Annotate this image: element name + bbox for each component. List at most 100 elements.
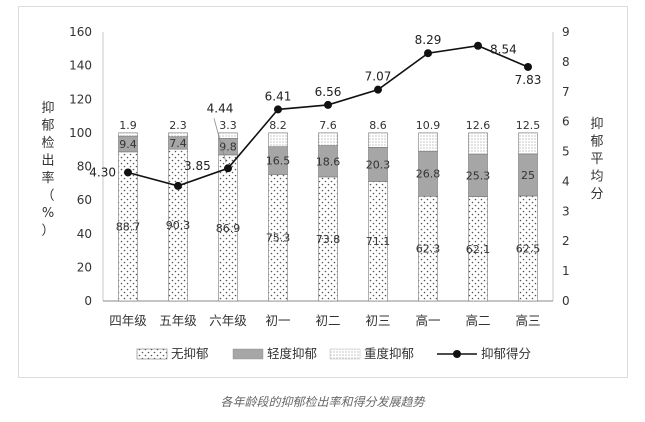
score-label-leader (213, 118, 227, 163)
bar-segment-label: 25 (521, 169, 535, 182)
category-label: 初三 (365, 313, 390, 328)
left-axis-title-char: 率 (41, 170, 54, 186)
legend-swatch-severe (329, 348, 361, 360)
right-tick-label: 4 (562, 174, 570, 188)
bar-segment-label: 75.3 (266, 232, 291, 245)
right-tick-label: 6 (562, 115, 570, 129)
bar-segment-label: 26.8 (416, 168, 441, 181)
right-tick-label: 7 (562, 85, 570, 99)
bar-segment-label: 7.4 (169, 137, 187, 150)
right-tick-label: 1 (562, 264, 570, 278)
category-label: 五年级 (159, 313, 197, 328)
bar-segment-label: 9.8 (219, 141, 237, 154)
bar-segment-label: 1.9 (119, 119, 137, 132)
bar-segment-label: 18.6 (316, 155, 341, 168)
left-tick-label: 60 (77, 193, 92, 207)
bar-segment-label: 2.3 (169, 119, 187, 132)
left-axis-title-char: 抑 (41, 101, 54, 116)
right-tick-label: 0 (562, 294, 570, 308)
right-axis-title-char: 均 (590, 170, 603, 185)
bar-segment (168, 132, 188, 138)
bar-segment-label: 86.9 (216, 222, 241, 235)
bar-segment-label: 9.4 (119, 138, 137, 151)
score-label: 6.56 (315, 85, 342, 99)
category-label: 初一 (265, 313, 290, 328)
score-label: 7.07 (365, 70, 392, 84)
bar-segment-label: 90.3 (166, 219, 191, 232)
right-tick-label: 9 (562, 25, 570, 39)
score-label: 8.54 (490, 43, 517, 57)
category-label: 六年级 (209, 313, 247, 328)
score-label: 6.41 (265, 89, 292, 103)
legend-label-score: 抑郁得分 (481, 346, 531, 361)
right-axis-title-char: 郁 (590, 135, 603, 150)
chart-caption: 各年龄段的抑郁检出率和得分发展趋势 (220, 395, 425, 409)
score-point (124, 168, 132, 177)
bar-segment-label: 88.7 (116, 220, 141, 233)
left-tick-label: 80 (77, 160, 92, 174)
bar-segment (518, 132, 538, 155)
bar-segment-label: 62.5 (516, 242, 541, 255)
bar-segment-label: 8.2 (269, 119, 287, 132)
bar-segment-label: 25.3 (466, 169, 491, 182)
left-axis-title-char: % (42, 206, 54, 221)
right-tick-label: 8 (562, 55, 570, 69)
left-axis-title-char: 检 (41, 136, 54, 151)
score-point (424, 49, 432, 58)
left-axis-title-char: （ (41, 189, 54, 204)
legend-label-mild: 轻度抑郁 (267, 346, 317, 361)
score-label: 4.44 (207, 101, 234, 115)
bar-segment-label: 62.1 (466, 243, 491, 256)
legend-swatch-none (136, 348, 168, 360)
score-point (524, 62, 532, 71)
bar-segment-label: 20.3 (366, 158, 391, 171)
legend-label-severe: 重度抑郁 (364, 346, 414, 361)
score-point (274, 105, 282, 114)
category-label: 高二 (465, 313, 490, 328)
right-tick-label: 3 (562, 204, 570, 218)
score-point (324, 100, 332, 109)
left-tick-label: 0 (84, 294, 92, 308)
legend-marker-score (453, 350, 461, 358)
right-tick-label: 2 (562, 234, 570, 248)
left-axis-title-char: ） (41, 224, 54, 239)
bar-segment-label: 71.1 (366, 235, 391, 248)
bar-segment-label: 16.5 (266, 155, 291, 168)
bar-segment (468, 132, 488, 155)
left-tick-label: 120 (69, 92, 92, 106)
left-axis-title-char: 出 (41, 154, 54, 169)
right-axis-title-char: 平 (590, 152, 603, 167)
bar-segment-label: 73.8 (316, 233, 341, 246)
left-axis-title-char: 郁 (41, 119, 54, 134)
score-label: 8.29 (415, 33, 442, 47)
score-point (174, 181, 182, 190)
bar-segment-label: 62.3 (416, 243, 441, 256)
bar-segment-label: 12.6 (466, 119, 491, 132)
bar-segment-label: 10.9 (416, 119, 441, 132)
bar-segment (318, 132, 338, 146)
bar-segment (418, 132, 438, 152)
score-point (474, 41, 482, 50)
category-label: 四年级 (109, 313, 147, 328)
score-label: 3.85 (184, 159, 211, 173)
score-label: 7.83 (515, 73, 542, 87)
bar-segment (368, 132, 388, 148)
score-point (374, 85, 382, 94)
left-tick-label: 20 (77, 260, 92, 274)
bar-segment-label: 12.5 (516, 119, 541, 132)
bar-segment (218, 132, 238, 139)
score-label: 4.30 (89, 165, 116, 179)
bar-segment-label: 3.3 (219, 119, 237, 132)
left-tick-label: 140 (69, 59, 92, 73)
right-axis-title-char: 分 (590, 187, 603, 202)
bar-segment (268, 132, 288, 147)
category-label: 高三 (515, 313, 540, 328)
category-label: 高一 (415, 313, 440, 328)
bar-segment-label: 7.6 (319, 119, 337, 132)
left-tick-label: 40 (77, 227, 92, 241)
legend-label-none: 无抑郁 (171, 346, 209, 361)
right-tick-label: 5 (562, 145, 570, 159)
right-axis-title-char: 抑 (590, 117, 603, 132)
bar-segment (118, 132, 138, 137)
